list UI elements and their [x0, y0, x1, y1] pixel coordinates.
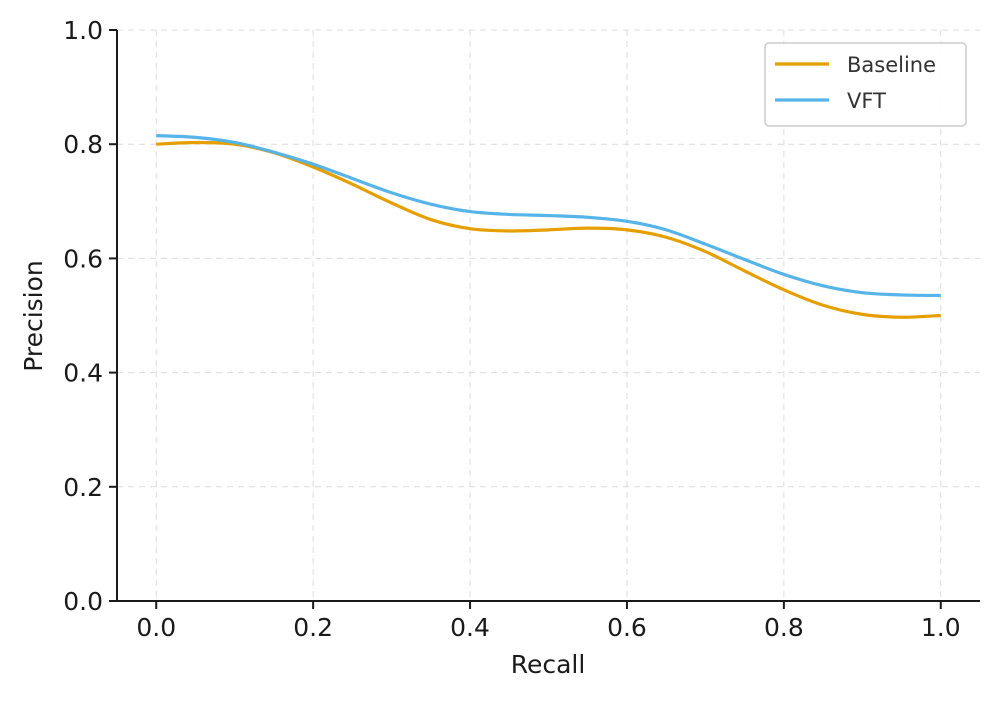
x-tick-label: 0.6	[607, 613, 647, 642]
y-tick-label: 0.2	[63, 473, 103, 502]
axes-layer	[116, 30, 980, 602]
x-tick-label: 0.2	[293, 613, 333, 642]
ticks-layer: 0.0 0.2 0.4 0.6 0.8 1.0 0.0 0.2 0.4 0.6 0.8 1.0	[63, 16, 960, 642]
y-tick-label: 0.0	[63, 587, 103, 616]
series-layer	[156, 134, 941, 319]
legend-label-vft: VFT	[847, 89, 886, 113]
legend: Baseline VFT	[764, 42, 967, 127]
y-tick-label: 0.8	[63, 130, 103, 159]
legend-label-baseline: Baseline	[847, 53, 936, 77]
y-axis-label: Precision	[19, 260, 48, 372]
x-tick-label: 0.4	[450, 613, 490, 642]
y-tick-label: 1.0	[63, 16, 103, 45]
x-tick-label: 0.0	[136, 613, 176, 642]
y-tick-label: 0.4	[63, 359, 103, 388]
series-line-vft	[156, 134, 941, 298]
x-axis-label: Recall	[511, 650, 586, 679]
y-tick-label: 0.6	[63, 244, 103, 273]
series-line-baseline	[156, 140, 941, 319]
x-tick-label: 0.8	[764, 613, 804, 642]
x-tick-label: 1.0	[921, 613, 961, 642]
